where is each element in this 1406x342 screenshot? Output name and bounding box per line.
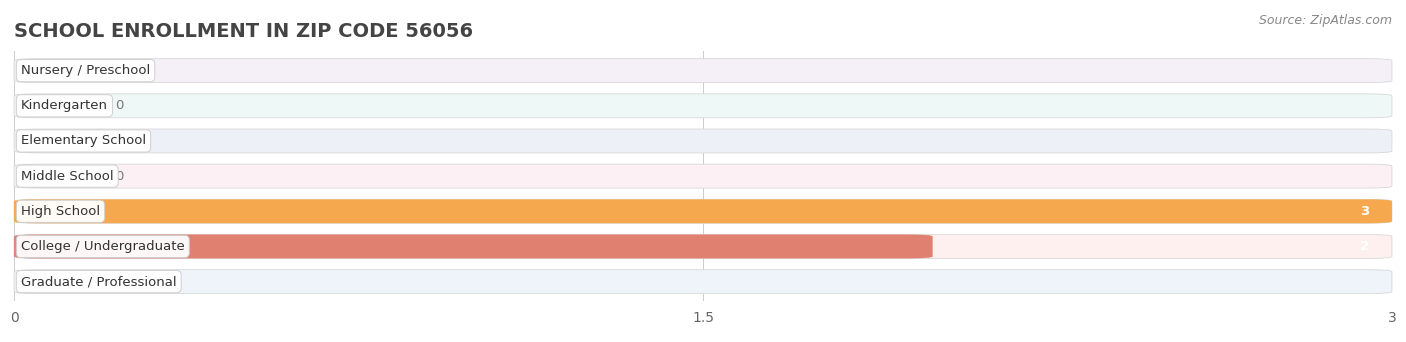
Text: 0: 0 bbox=[115, 275, 124, 288]
Text: Graduate / Professional: Graduate / Professional bbox=[21, 275, 177, 288]
FancyBboxPatch shape bbox=[14, 199, 1392, 223]
Text: Elementary School: Elementary School bbox=[21, 134, 146, 147]
Text: 3: 3 bbox=[1360, 205, 1369, 218]
Text: Middle School: Middle School bbox=[21, 170, 114, 183]
Text: SCHOOL ENROLLMENT IN ZIP CODE 56056: SCHOOL ENROLLMENT IN ZIP CODE 56056 bbox=[14, 23, 474, 41]
FancyBboxPatch shape bbox=[14, 235, 932, 259]
Text: 0: 0 bbox=[115, 134, 124, 147]
FancyBboxPatch shape bbox=[14, 235, 1392, 259]
Text: 0: 0 bbox=[115, 170, 124, 183]
FancyBboxPatch shape bbox=[14, 199, 1392, 223]
Text: High School: High School bbox=[21, 205, 100, 218]
FancyBboxPatch shape bbox=[14, 94, 1392, 118]
Text: 2: 2 bbox=[1360, 240, 1369, 253]
Text: Source: ZipAtlas.com: Source: ZipAtlas.com bbox=[1258, 14, 1392, 27]
Text: 0: 0 bbox=[115, 99, 124, 112]
FancyBboxPatch shape bbox=[14, 269, 1392, 293]
FancyBboxPatch shape bbox=[14, 59, 1392, 83]
FancyBboxPatch shape bbox=[14, 164, 1392, 188]
Text: 0: 0 bbox=[115, 64, 124, 77]
Text: Nursery / Preschool: Nursery / Preschool bbox=[21, 64, 150, 77]
Text: College / Undergraduate: College / Undergraduate bbox=[21, 240, 184, 253]
FancyBboxPatch shape bbox=[14, 129, 1392, 153]
Text: Kindergarten: Kindergarten bbox=[21, 99, 108, 112]
